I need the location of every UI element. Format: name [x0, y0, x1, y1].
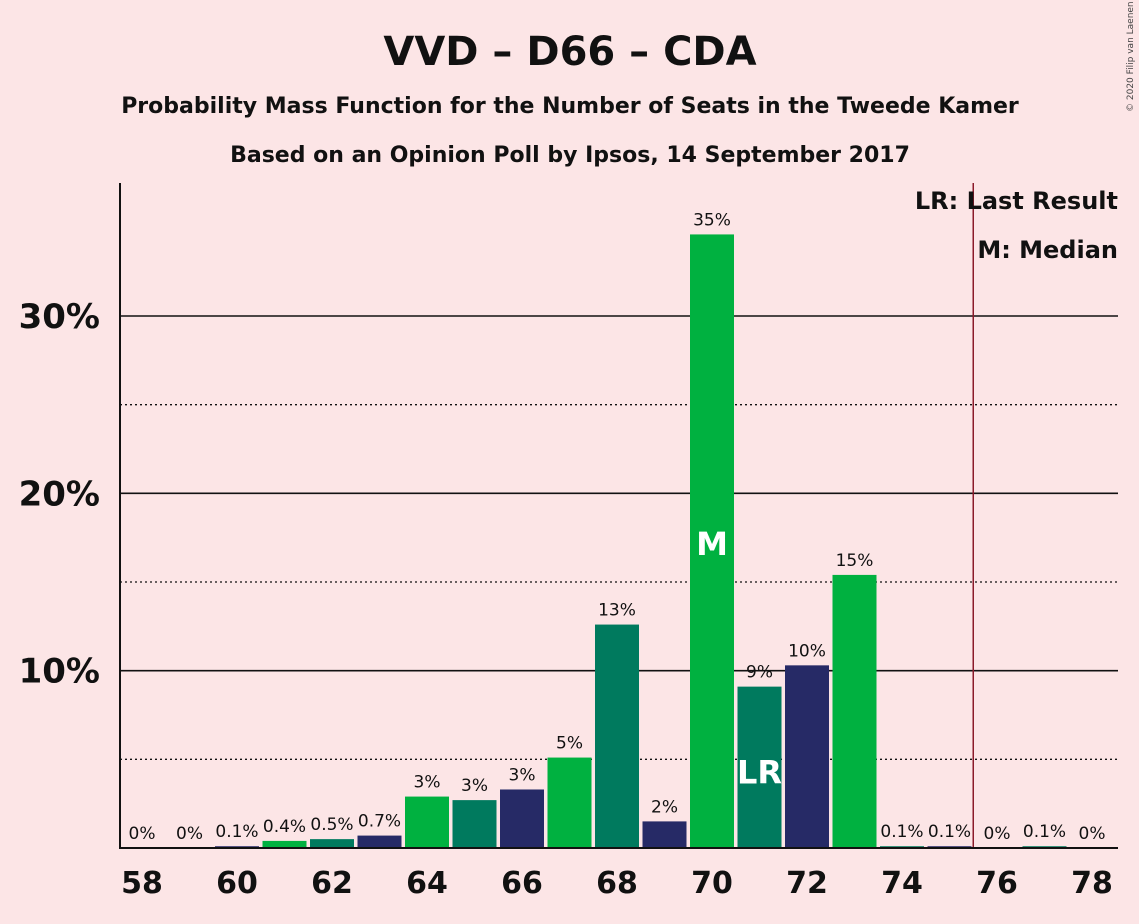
x-tick-label: 58	[121, 866, 163, 901]
x-tick-label: 68	[596, 866, 638, 901]
data-label-62: 0.5%	[310, 815, 353, 835]
bar-69	[642, 821, 687, 848]
x-tick-label: 78	[1071, 866, 1113, 901]
x-tick-label: 64	[406, 866, 448, 901]
data-label-70: 35%	[693, 210, 731, 230]
data-label-76: 0%	[984, 824, 1011, 844]
x-tick-label: 66	[501, 866, 543, 901]
data-label-68: 13%	[598, 601, 636, 621]
bar-72	[785, 665, 829, 848]
data-label-67: 5%	[556, 734, 583, 754]
x-tick-label: 76	[976, 866, 1018, 901]
y-tick-label: 10%	[19, 652, 100, 692]
data-label-61: 0.4%	[263, 817, 306, 837]
x-tick-label: 60	[216, 866, 258, 901]
x-tick-label: 70	[691, 866, 733, 901]
data-label-65: 3%	[461, 776, 488, 796]
bar-64	[405, 796, 449, 848]
legend-last-result: LR: Last Result	[915, 187, 1118, 215]
x-tick-label: 74	[881, 866, 923, 901]
bar-62	[310, 839, 354, 848]
bar-65	[452, 800, 497, 848]
data-label-63: 0.7%	[358, 812, 401, 832]
data-label-77: 0.1%	[1023, 822, 1066, 842]
chart-subtitle: Probability Mass Function for the Number…	[121, 94, 1019, 119]
data-label-73: 15%	[836, 551, 874, 571]
data-label-78: 0%	[1079, 824, 1106, 844]
data-label-60: 0.1%	[215, 822, 258, 842]
chart-subtitle-poll: Based on an Opinion Poll by Ipsos, 14 Se…	[230, 143, 910, 168]
chart-title: VVD – D66 – CDA	[383, 29, 756, 75]
y-tick-label: 20%	[19, 474, 100, 514]
data-label-58: 0%	[129, 824, 156, 844]
median-marker: M	[696, 525, 728, 563]
axes: 10% 20% 30% 58 60 62 64 66 68 70 72 74 76 78	[19, 183, 1118, 901]
bars: 0% 0% 0.1% 0.4% 0.5% 0.7%3% 3%3%5%13%2%35%9%10…	[129, 183, 1106, 849]
bar-68	[595, 624, 639, 848]
bar-63	[357, 835, 402, 848]
legend-median: M: Median	[977, 236, 1118, 264]
x-tick-label: 62	[311, 866, 353, 901]
bar-67	[547, 757, 592, 848]
data-label-71: 9%	[746, 663, 773, 683]
bar-66	[500, 789, 544, 848]
last-result-marker: LR	[737, 753, 782, 791]
data-label-59: 0%	[176, 824, 203, 844]
data-label-72: 10%	[788, 641, 826, 661]
copyright-credit: © 2020 Filip van Laenen	[1126, 1, 1136, 112]
data-label-69: 2%	[651, 797, 678, 817]
bar-70	[690, 234, 734, 849]
data-label-74: 0.1%	[880, 822, 923, 842]
bar-61	[262, 840, 307, 848]
data-label-64: 3%	[414, 773, 441, 793]
bar-73	[832, 574, 877, 848]
x-tick-label: 72	[786, 866, 828, 901]
bar-71	[737, 686, 782, 848]
y-tick-label: 30%	[19, 297, 100, 337]
data-label-75: 0.1%	[928, 822, 971, 842]
data-label-66: 3%	[509, 765, 536, 785]
